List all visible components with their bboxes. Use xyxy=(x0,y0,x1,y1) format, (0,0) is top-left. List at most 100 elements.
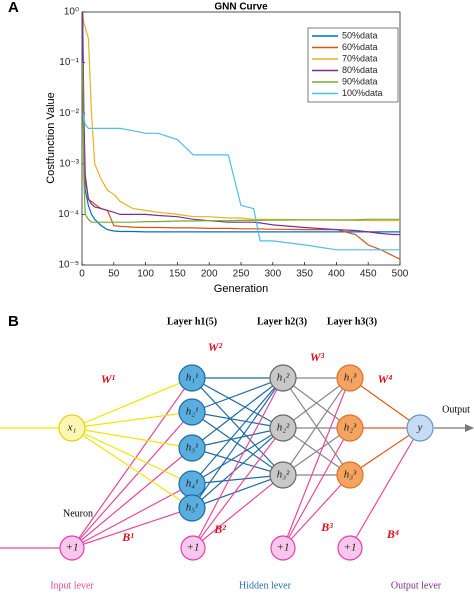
layer-group-label: Hidden lever xyxy=(239,580,292,591)
hidden-neuron xyxy=(269,414,297,442)
x-tick-label: 100 xyxy=(137,269,154,280)
chart-title: GNN Curve xyxy=(214,2,268,13)
connection xyxy=(191,377,284,476)
legend-label: 50%data xyxy=(342,30,378,40)
connection xyxy=(349,377,421,429)
hidden-neuron-label: h₃² xyxy=(277,469,290,481)
input-neuron xyxy=(58,414,86,442)
x-tick-label: 150 xyxy=(169,269,186,280)
bias-neuron-label: +1 xyxy=(277,542,290,554)
hidden-neuron xyxy=(336,414,364,442)
connection xyxy=(71,411,193,549)
x-axis-label: Generation xyxy=(214,283,268,295)
weight-label: W¹ xyxy=(101,372,116,386)
legend-box xyxy=(307,27,399,103)
hidden-neuron xyxy=(178,364,206,392)
legend-label: 100%data xyxy=(342,88,383,98)
output-neuron-label: y xyxy=(417,422,423,434)
hidden-neuron xyxy=(178,434,206,462)
output-neuron xyxy=(406,414,434,442)
x-tick-label: 50 xyxy=(108,269,120,280)
y-axis-label: Costfunction Value xyxy=(45,92,57,184)
y-tick-label: 10⁻³ xyxy=(59,158,79,169)
connection xyxy=(282,474,351,549)
weight-label: W⁴ xyxy=(378,372,393,386)
y-tick-label: 10⁻² xyxy=(59,108,79,119)
connection xyxy=(282,377,351,476)
connection xyxy=(71,377,193,549)
neuron-label: Neuron xyxy=(63,508,93,519)
x-tick-label: 400 xyxy=(328,269,345,280)
hidden-neuron xyxy=(269,461,297,489)
connection xyxy=(191,377,284,429)
hidden-neuron xyxy=(178,398,206,426)
connection xyxy=(71,377,193,429)
connection xyxy=(191,377,284,449)
series-line xyxy=(82,113,400,251)
hidden-neuron-label: h₂³ xyxy=(344,422,357,434)
connection xyxy=(71,447,193,549)
hidden-neuron-label: h₃¹ xyxy=(186,442,199,454)
hidden-neuron-label: h₂² xyxy=(277,422,290,434)
connection xyxy=(191,377,284,413)
y-tick-label: 10⁻¹ xyxy=(59,57,79,68)
hidden-neuron-label: h₂¹ xyxy=(186,406,199,418)
hidden-neuron xyxy=(269,364,297,392)
hidden-neuron-label: h₅¹ xyxy=(186,502,199,514)
connection xyxy=(71,411,193,429)
series-line xyxy=(82,11,400,233)
x-tick-label: 200 xyxy=(201,269,218,280)
hidden-neuron xyxy=(336,364,364,392)
connection xyxy=(191,427,284,509)
hidden-neuron-label: h₁² xyxy=(277,372,290,384)
connection xyxy=(282,377,351,549)
legend-label: 70%data xyxy=(342,53,378,63)
bias-neuron xyxy=(180,535,206,561)
hidden-neuron-label: h₁³ xyxy=(344,372,357,384)
x-tick-label: 450 xyxy=(360,269,377,280)
connection xyxy=(282,377,351,429)
layer-title: Layer h1(5) xyxy=(167,316,217,327)
hidden-neuron-label: h₃³ xyxy=(344,469,357,481)
connection xyxy=(191,427,284,485)
connection xyxy=(349,427,421,549)
connection xyxy=(191,377,284,485)
connection xyxy=(191,474,284,509)
y-tick-label: 10⁰ xyxy=(64,7,79,18)
x-tick-label: 250 xyxy=(233,269,250,280)
bias-weight-label: B¹ xyxy=(121,530,134,544)
connection xyxy=(191,411,284,429)
connection xyxy=(71,427,193,449)
connection xyxy=(192,474,284,549)
output-label: Output xyxy=(442,404,470,415)
legend-label: 60%data xyxy=(342,42,378,52)
weight-label: W³ xyxy=(310,350,325,364)
bias-neuron xyxy=(270,535,296,561)
x-tick-label: 300 xyxy=(264,269,281,280)
connection xyxy=(192,427,284,549)
bias-weight-label: B² xyxy=(213,522,226,536)
connection xyxy=(71,427,193,509)
x-tick-label: 0 xyxy=(79,269,85,280)
bias-weight-label: B⁴ xyxy=(386,527,399,541)
arrow-head xyxy=(465,424,474,432)
connection xyxy=(282,427,351,476)
bias-neuron-label: +1 xyxy=(66,542,79,554)
hidden-neuron-label: h₄¹ xyxy=(186,478,199,490)
hidden-neuron-label: h₁¹ xyxy=(186,372,199,384)
connection xyxy=(71,427,193,485)
connection xyxy=(282,427,351,549)
input-neuron-label: x₁ xyxy=(67,422,77,434)
weight-label: W² xyxy=(208,340,223,354)
layer-title: Layer h3(3) xyxy=(327,316,377,327)
layer-title: Layer h2(3) xyxy=(257,316,307,327)
bias-neuron-label: +1 xyxy=(187,542,200,554)
y-tick-label: 10⁻⁴ xyxy=(58,209,79,220)
series-line xyxy=(82,62,400,223)
panel-label: A xyxy=(8,0,19,16)
bias-neuron xyxy=(59,535,85,561)
series-line xyxy=(82,11,400,236)
bias-neuron-label: +1 xyxy=(344,542,357,554)
connection xyxy=(191,447,284,476)
